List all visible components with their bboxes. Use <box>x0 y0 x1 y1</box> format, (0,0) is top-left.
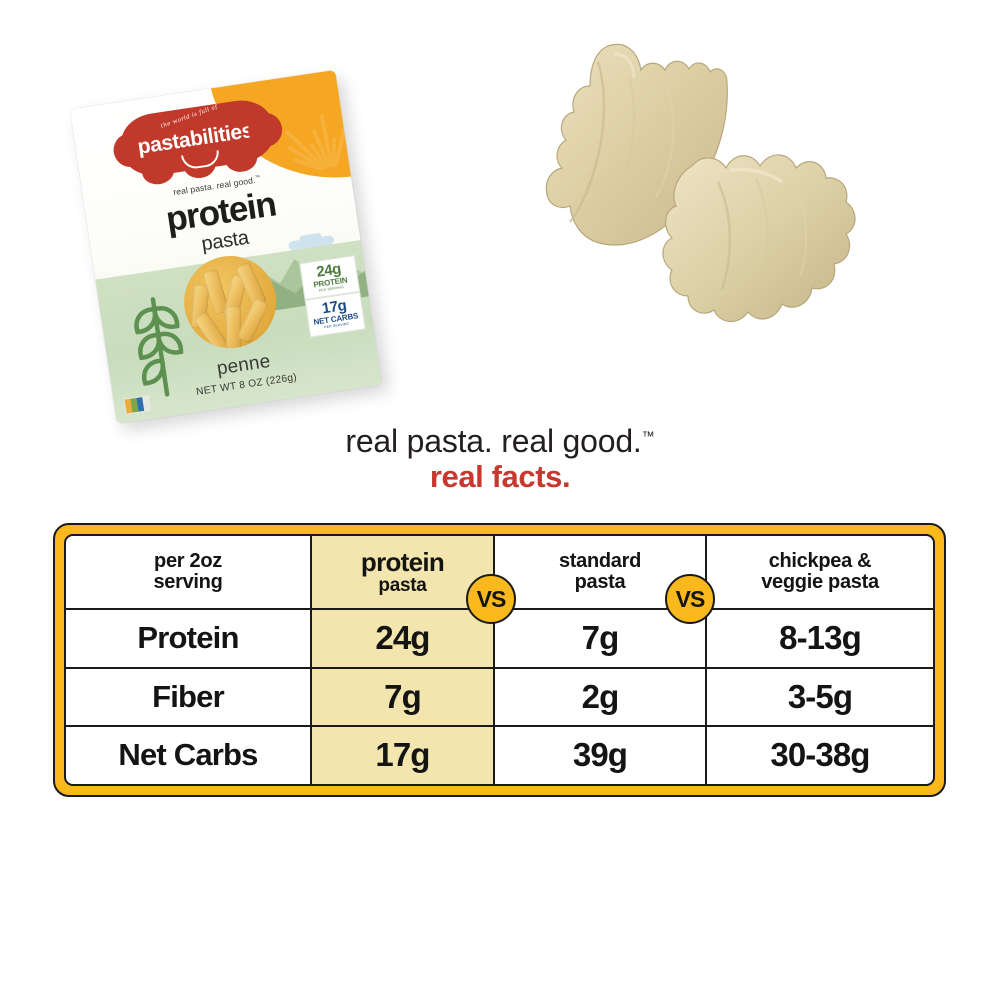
table-header-row: per 2oz serving protein pasta standard p… <box>66 536 933 609</box>
row-label-fiber: Fiber <box>152 678 225 714</box>
registered-mark: ® <box>251 123 258 131</box>
pasta-piece-right <box>662 154 856 323</box>
tagline-line-2: real facts. <box>429 458 571 494</box>
header-cell-standard-pasta: standard pasta <box>493 536 705 609</box>
cell-protein-protein-pasta: 24g <box>310 610 493 667</box>
cell-net-carbs-protein-pasta: 17g <box>310 727 493 784</box>
cell-fiber-protein-pasta: 7g <box>310 668 493 726</box>
cell-fiber-chickpea-veggie-pasta: 3-5g <box>705 668 933 726</box>
cell-net-carbs-chickpea-veggie-pasta: 30-38g <box>705 727 933 784</box>
table-row: Fiber 7g 2g 3-5g <box>66 666 933 726</box>
header-protein-pasta-line2: pasta <box>378 574 427 596</box>
vs-badge-2: VS <box>665 574 715 624</box>
vs-badge-1: VS <box>466 574 516 624</box>
comparison-table-frame: per 2oz serving protein pasta standard p… <box>53 523 946 797</box>
header-protein-pasta-line1: protein <box>360 546 445 577</box>
product-package-photo: the world is full of pastabilities® real… <box>69 69 392 428</box>
comparison-table: per 2oz serving protein pasta standard p… <box>64 534 935 786</box>
header-standard-pasta-line1: standard <box>558 550 642 573</box>
tagline-block: real pasta. real good.™ real facts. <box>0 424 1000 494</box>
header-cell-serving: per 2oz serving <box>66 536 310 608</box>
nutrition-badges: 24g PROTEIN PER SERVING 17g NET CARBS PE… <box>299 255 366 338</box>
pasta-box: the world is full of pastabilities® real… <box>69 69 383 425</box>
tagline-tm-mark: ™ <box>641 428 655 444</box>
row-label-protein: Protein <box>137 620 239 656</box>
cell-protein-standard-pasta: 7g <box>493 610 705 667</box>
tagline-line-1-text: real pasta. real good. <box>345 423 642 459</box>
cell-protein-chickpea-veggie-pasta: 8-13g <box>705 610 933 667</box>
header-chickpea-line2: veggie pasta <box>761 571 879 594</box>
tagline-line-1: real pasta. real good.™ <box>0 424 1000 459</box>
wheat-stalk-icon <box>111 280 193 404</box>
header-cell-chickpea-veggie-pasta: chickpea & veggie pasta <box>705 536 933 609</box>
header-standard-pasta-line2: pasta <box>574 571 626 594</box>
header-chickpea-line1: chickpea & <box>768 550 872 573</box>
table-row: Net Carbs 17g 39g 30-38g <box>66 725 933 784</box>
header-serving-line2: serving <box>153 571 223 594</box>
pasta-pieces-photo <box>430 18 860 418</box>
row-label-net-carbs: Net Carbs <box>118 737 258 773</box>
header-serving-line1: per 2oz <box>154 550 222 573</box>
tm-mark: ™ <box>254 174 261 182</box>
cell-net-carbs-standard-pasta: 39g <box>493 727 705 784</box>
header-cell-protein-pasta: protein pasta <box>310 536 493 609</box>
cell-fiber-standard-pasta: 2g <box>493 668 705 726</box>
